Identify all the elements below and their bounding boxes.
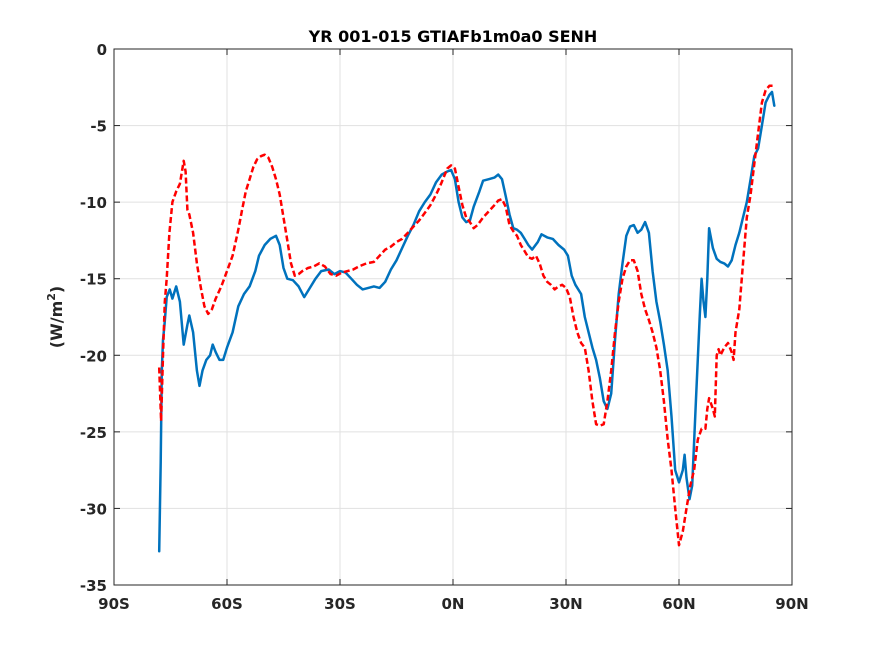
y-tick-label: -25 <box>80 424 107 442</box>
x-tick-label: 60N <box>662 595 695 613</box>
y-axis-label-main: (W/m <box>47 301 66 348</box>
y-tick-label: -35 <box>80 577 107 595</box>
y-tick-label: 0 <box>97 41 107 59</box>
x-tick-label: 90N <box>775 595 808 613</box>
chart-title: YR 001-015 GTIAFb1m0a0 SENH <box>308 27 598 46</box>
y-axis-label-tail: ) <box>47 286 66 293</box>
y-axis-label: (W/m2) <box>45 286 66 348</box>
y-axis-label-superscript: 2 <box>45 293 58 301</box>
series-line-1 <box>157 90 776 553</box>
series-line-2 <box>157 84 775 547</box>
series-layer <box>157 84 776 553</box>
x-tick-label: 60S <box>211 595 243 613</box>
y-tick-label: -20 <box>80 347 107 365</box>
y-tick-label: -30 <box>80 500 107 518</box>
y-tick-label: -5 <box>90 118 107 136</box>
y-tick-label: -10 <box>80 194 107 212</box>
x-tick-label: 90S <box>98 595 130 613</box>
y-tick-label: -15 <box>80 271 107 289</box>
y-tick-labels: 0 -5 -10 -15 -20 -25 -30 -35 <box>80 41 107 595</box>
x-tick-labels: 90S 60S 30S 0N 30N 60N 90N <box>98 595 809 613</box>
x-tick-label: 30S <box>324 595 356 613</box>
x-tick-label: 30N <box>549 595 582 613</box>
tick-marks <box>113 48 793 586</box>
x-tick-label: 0N <box>442 595 465 613</box>
